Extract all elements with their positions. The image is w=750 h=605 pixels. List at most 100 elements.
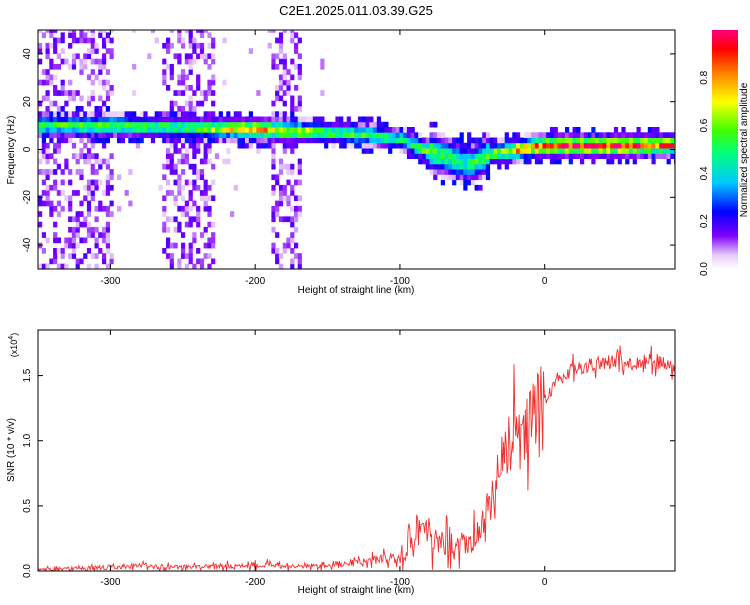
spectrogram-cell [169, 116, 174, 123]
spectrogram-cell [335, 116, 340, 123]
spectrogram-cell [230, 127, 235, 133]
spectrogram-cell [166, 137, 171, 144]
spectrogram-cell [286, 132, 291, 138]
spectrogram-cell [546, 153, 551, 159]
spectrogram-cell [373, 142, 378, 149]
spectrogram-cell [440, 153, 445, 159]
spectrogram-cell [275, 95, 280, 102]
spectrogram-cell [60, 116, 65, 123]
spectrogram-cell [286, 90, 291, 96]
spectrogram-cell [301, 121, 306, 128]
spectrogram-cell [177, 106, 182, 112]
spectrogram-cell [222, 116, 227, 123]
spectrogram-cell [580, 132, 585, 138]
spectrogram-cell [278, 37, 284, 44]
spectrogram-cell [98, 69, 103, 75]
spectrogram-cell [79, 95, 84, 102]
spectrogram-cell [196, 85, 201, 91]
spectrogram-cell [207, 158, 212, 165]
spectrogram-cell [474, 169, 479, 175]
spectrogram-cell [226, 148, 231, 154]
snr-x-tick-label: -100 [390, 577, 410, 588]
spectrogram-cell [117, 205, 122, 212]
spectrogram-cell [139, 111, 144, 117]
spectrogram-cell [455, 158, 460, 165]
spectrogram-cell [162, 137, 167, 144]
spectrogram-cell [425, 142, 430, 149]
spectrogram-cell [199, 263, 205, 269]
spectrogram-cell [150, 137, 156, 144]
spectrogram-cell [105, 242, 110, 249]
spectrogram-cell [90, 58, 95, 65]
spectrogram-cell [188, 37, 193, 44]
spectrogram-cell [38, 111, 43, 117]
spectrogram-cell [147, 121, 152, 128]
spectrogram-cell [260, 132, 265, 138]
spectrogram-cell [565, 137, 570, 144]
spectrogram-cell [53, 85, 58, 91]
spectrogram-cell [549, 137, 555, 144]
spectrogram-cell [75, 169, 80, 175]
spectrogram-cell [640, 132, 645, 138]
spectrogram-cell [102, 79, 107, 86]
spectrogram-cell [75, 226, 80, 233]
spectrogram-cell [177, 205, 182, 212]
spectrogram-cell [346, 121, 351, 128]
spectrogram-cell [440, 137, 445, 144]
spectrogram-cell [369, 127, 374, 133]
spectrogram-cell [512, 153, 517, 159]
spectrogram-cell [211, 90, 216, 96]
spectrogram-cell [188, 127, 193, 133]
spectrogram-cell [53, 237, 58, 244]
spectrogram-cell [102, 253, 107, 259]
spectrogram-cell [199, 158, 205, 165]
spectrogram-cell [459, 137, 464, 144]
spectrogram-cell [109, 211, 114, 217]
spectrogram-cell [128, 111, 133, 117]
spectrogram-cell [64, 242, 69, 249]
spectrogram-cell [196, 184, 201, 191]
spectrogram-cell [188, 190, 193, 196]
colorbar-ticks: 0.00.20.40.60.8 [699, 70, 710, 276]
spectrogram-cell [659, 132, 664, 138]
spectrogram-cell [56, 263, 61, 269]
spectrogram-cell [354, 137, 359, 144]
spectrogram-cell [504, 148, 509, 154]
spectrogram-cell [271, 174, 276, 181]
spectrogram-cell [418, 137, 423, 144]
spectrogram-cell [105, 90, 110, 96]
spectrogram-cell [105, 69, 110, 75]
spectrogram-cell [233, 111, 238, 117]
spectrogram-cell [177, 121, 182, 128]
spectrogram-cell [98, 232, 103, 238]
spectrogram-cell [470, 169, 476, 175]
spectrogram-cell [71, 132, 77, 138]
spectrogram-cell [455, 137, 460, 144]
spectrogram-cell [568, 158, 573, 165]
spectrogram-cell [305, 127, 310, 133]
spectrogram-cell [572, 142, 577, 149]
spectrogram-cell [245, 137, 250, 144]
spectrogram-cell [444, 163, 449, 170]
spectrogram-cell [542, 137, 547, 144]
spectrogram-cell [207, 148, 212, 154]
spectrogram-cell [124, 127, 129, 133]
spectrogram-cell [256, 142, 261, 149]
spectrogram-cell [113, 111, 118, 117]
spectrogram-cell [181, 158, 186, 165]
spectrogram-cell [474, 153, 479, 159]
spectrogram-cell [45, 90, 50, 96]
spectrogram-cell [553, 132, 558, 138]
spectrogram-cell [38, 116, 43, 123]
snr-y-tick-label: 1.0 [22, 433, 33, 447]
spectrogram-cell [485, 158, 491, 165]
spectrogram-cell [211, 137, 216, 144]
spectrogram-cell [102, 42, 107, 49]
spectrogram-cell [60, 121, 65, 128]
spectrogram-cell [94, 132, 99, 138]
spectrogram-cell [312, 116, 317, 123]
spectrogram-cell [98, 127, 103, 133]
spectrogram-cell [90, 37, 95, 44]
spectrogram-cell [452, 158, 457, 165]
spectrogram-cell [218, 132, 223, 138]
